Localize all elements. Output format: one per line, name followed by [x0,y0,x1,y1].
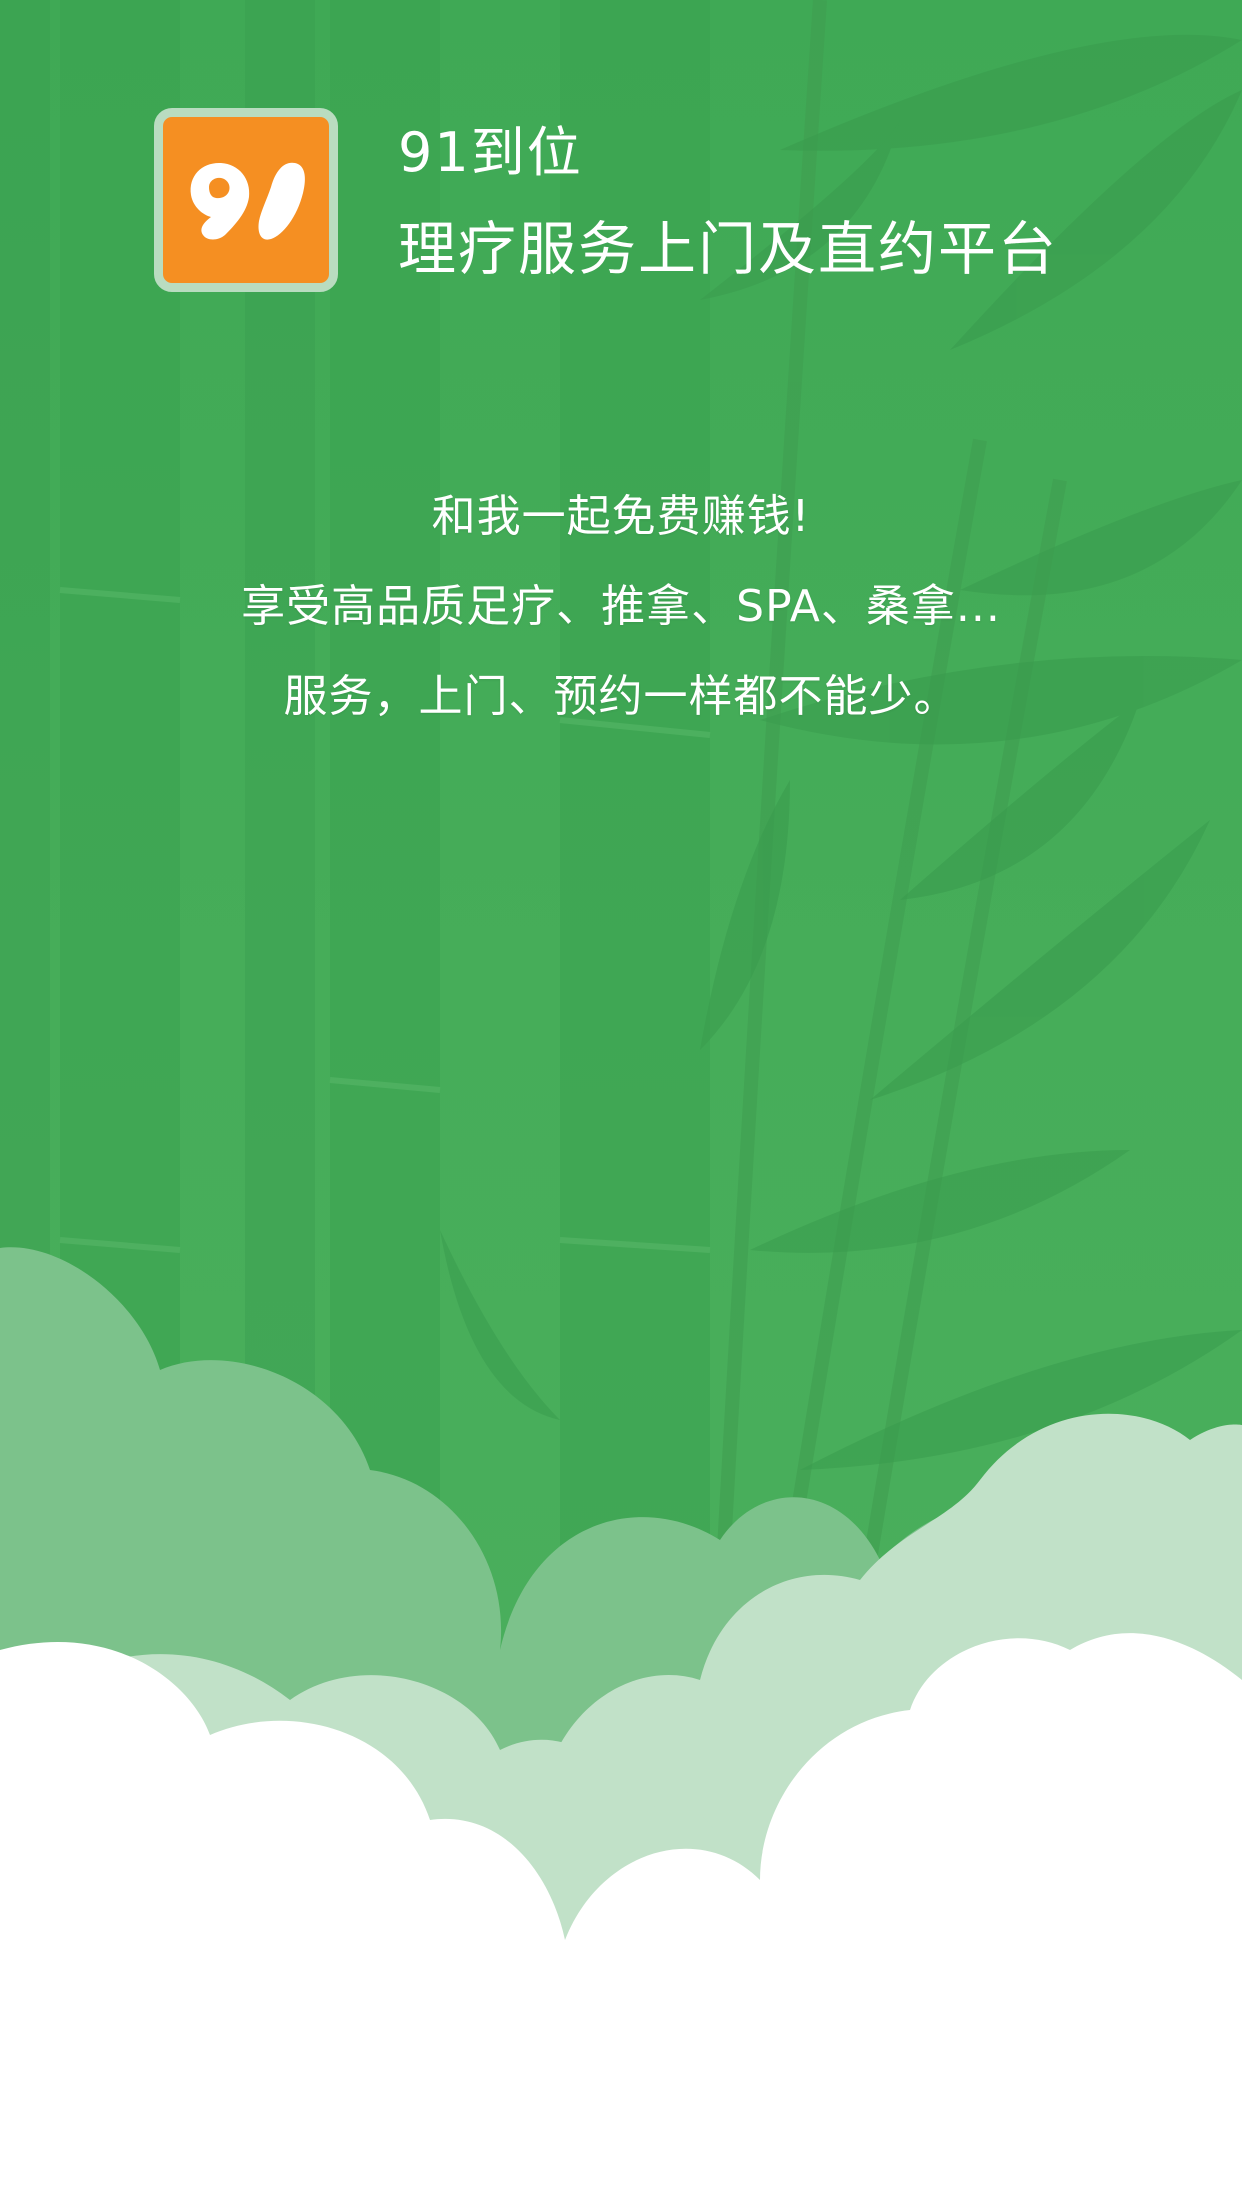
app-header: 91到位 理疗服务上门及直约平台 [154,108,1154,298]
app-tagline: 理疗服务上门及直约平台 [398,215,1059,283]
app-logo [154,108,338,292]
promo-booking-line: 服务，上门、预约一样都不能少。 [283,671,959,722]
promo-headline: 和我一起免费赚钱! [431,491,811,542]
promo-text-block: 和我一起免费赚钱! 享受高品质足疗、推拿、SPA、桑拿... 服务，上门、预约一… [0,472,1242,742]
promo-services-line: 享受高品质足疗、推拿、SPA、桑拿... [241,581,1001,632]
app-name: 91到位 [398,121,583,184]
app-logo-icon [190,162,305,240]
